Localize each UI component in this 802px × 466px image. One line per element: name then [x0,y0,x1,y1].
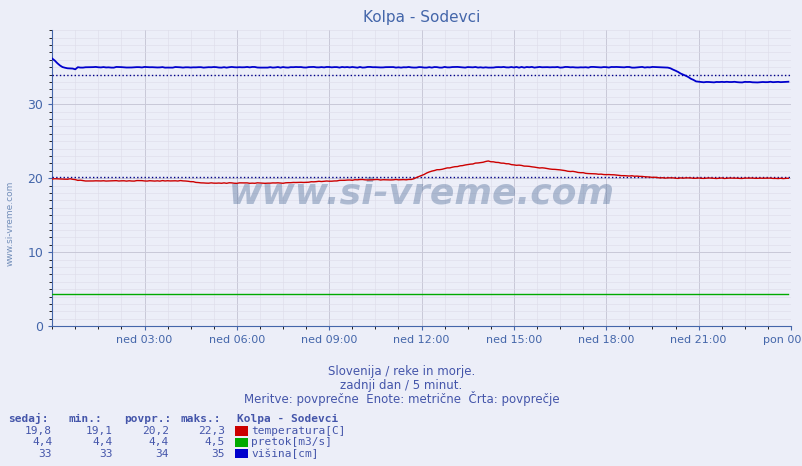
Text: Meritve: povprečne  Enote: metrične  Črta: povprečje: Meritve: povprečne Enote: metrične Črta:… [243,391,559,406]
Text: Kolpa - Sodevci: Kolpa - Sodevci [237,414,338,424]
Text: pretok[m3/s]: pretok[m3/s] [251,438,332,447]
Text: sedaj:: sedaj: [8,413,48,424]
Title: Kolpa - Sodevci: Kolpa - Sodevci [363,10,480,25]
Text: 4,4: 4,4 [92,438,112,447]
Text: 4,5: 4,5 [205,438,225,447]
Text: min.:: min.: [68,414,102,424]
Text: višina[cm]: višina[cm] [251,448,318,459]
Text: www.si-vreme.com: www.si-vreme.com [229,176,614,210]
Text: povpr.:: povpr.: [124,414,172,424]
Text: www.si-vreme.com: www.si-vreme.com [5,181,14,267]
Text: 33: 33 [99,449,112,459]
Text: 4,4: 4,4 [148,438,168,447]
Text: 33: 33 [38,449,52,459]
Text: Slovenija / reke in morje.: Slovenija / reke in morje. [327,365,475,378]
Text: 20,2: 20,2 [141,426,168,436]
Text: 19,1: 19,1 [85,426,112,436]
Text: zadnji dan / 5 minut.: zadnji dan / 5 minut. [340,379,462,392]
Text: 19,8: 19,8 [25,426,52,436]
Text: 35: 35 [211,449,225,459]
Text: 4,4: 4,4 [32,438,52,447]
Text: temperatura[C]: temperatura[C] [251,426,346,436]
Text: 34: 34 [155,449,168,459]
Text: 22,3: 22,3 [197,426,225,436]
Text: maks.:: maks.: [180,414,221,424]
